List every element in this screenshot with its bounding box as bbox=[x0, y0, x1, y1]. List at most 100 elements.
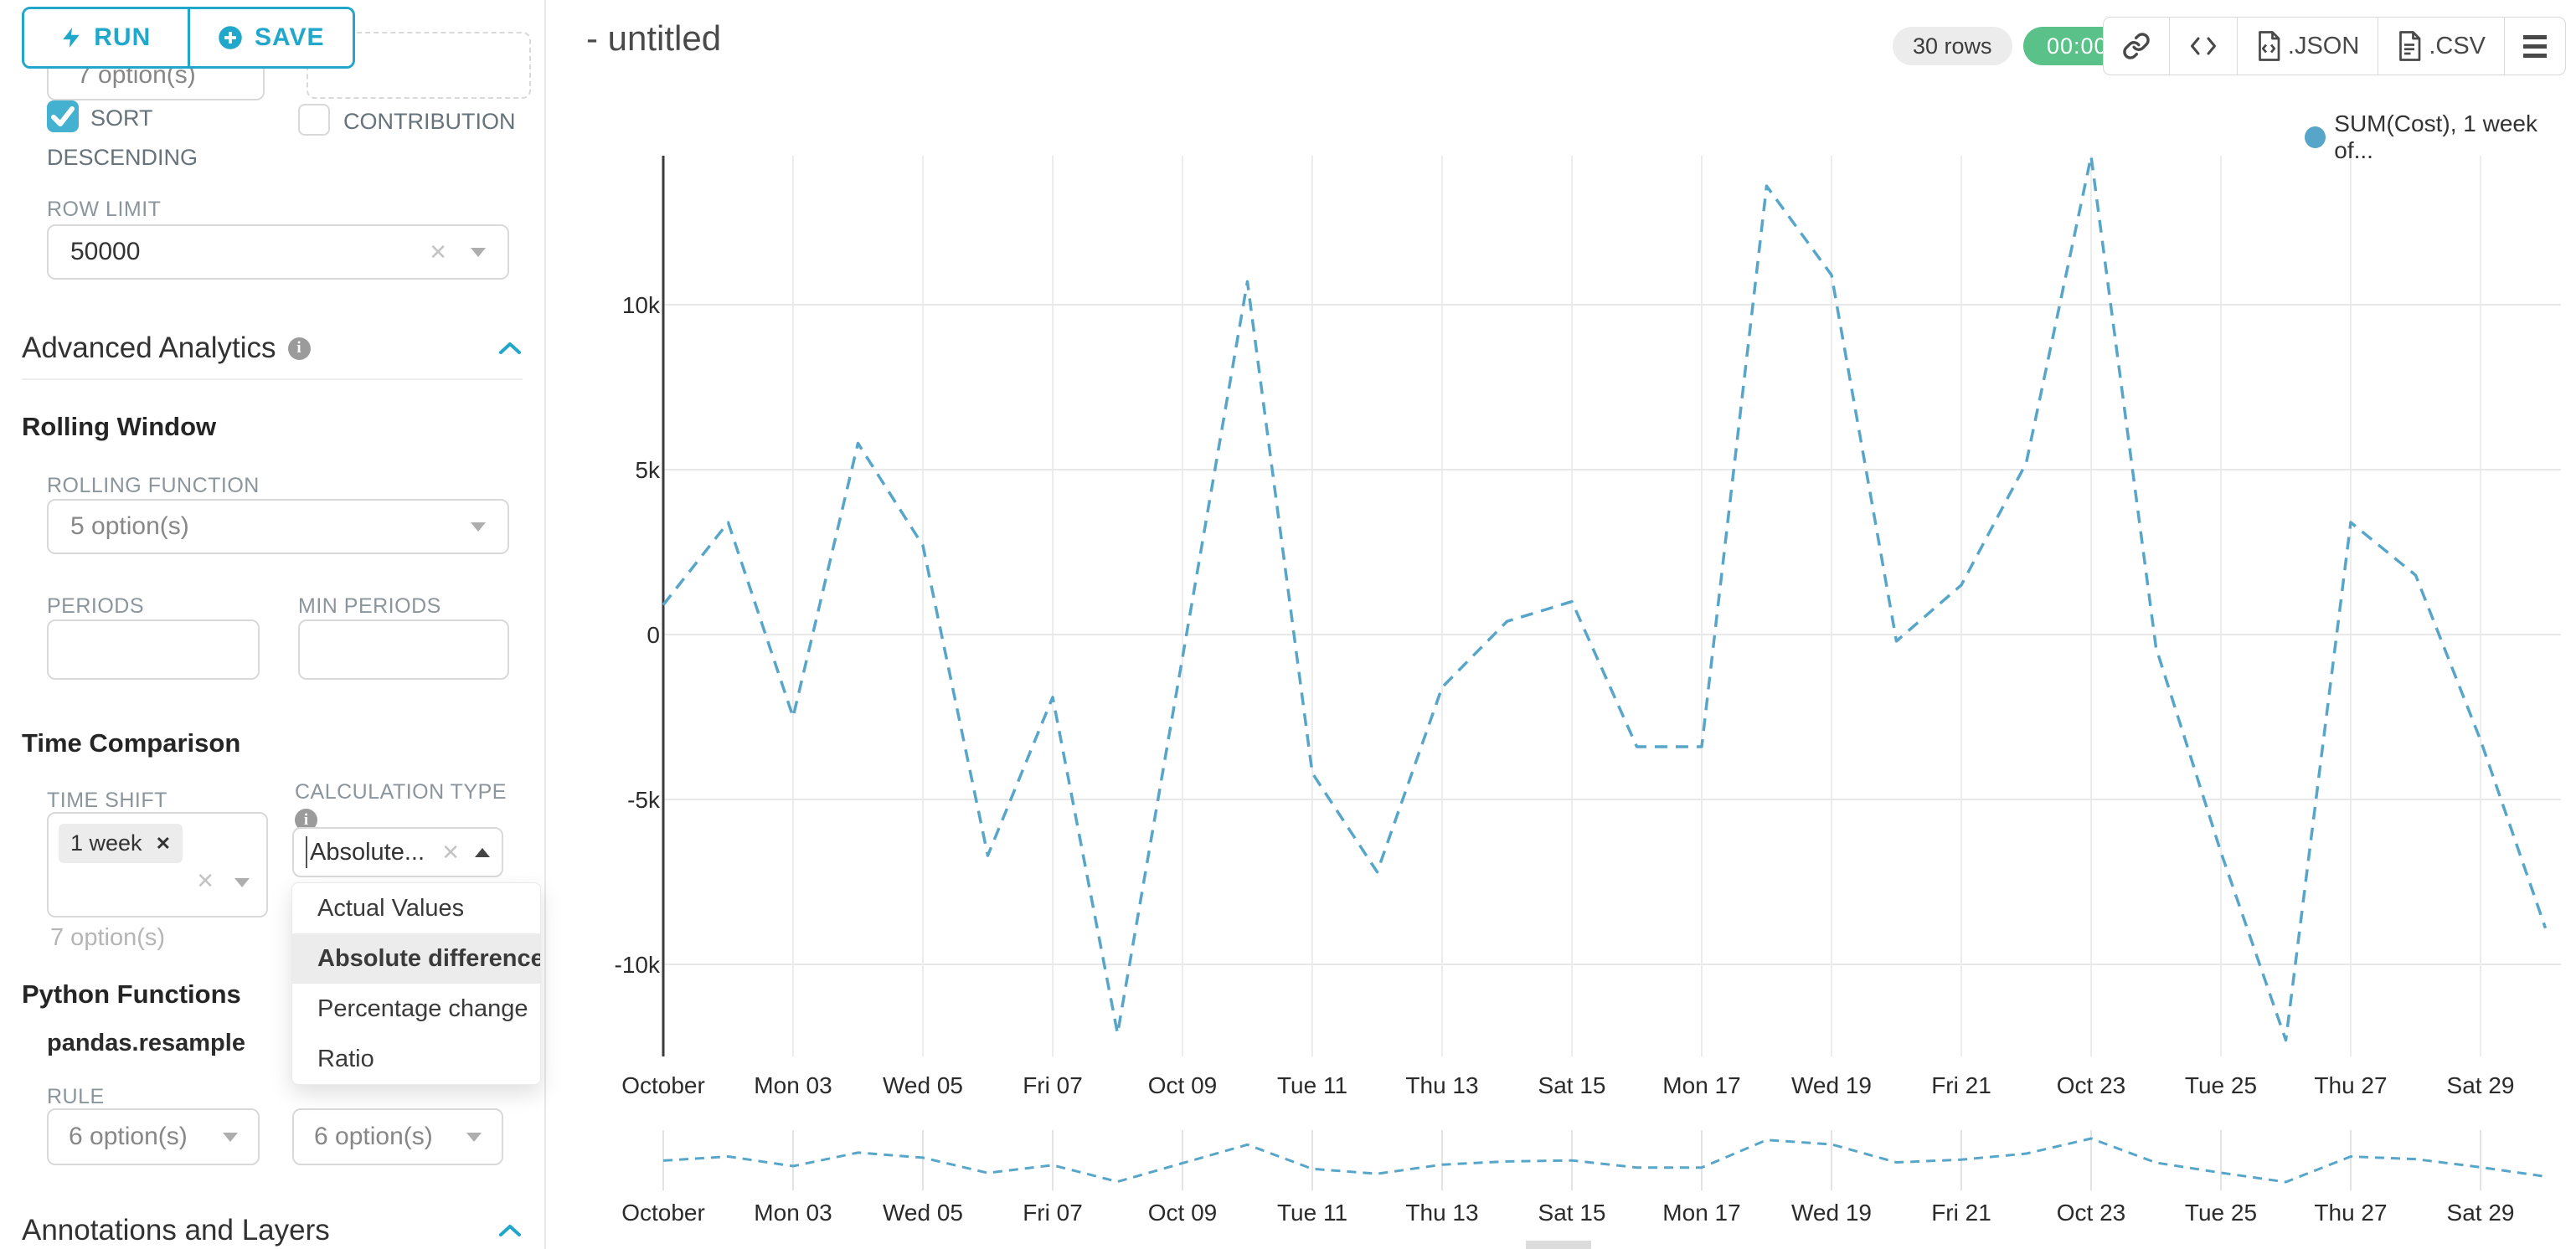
x-tick-label: Mon 03 bbox=[754, 1072, 832, 1098]
menu-item[interactable]: Ratio bbox=[317, 1046, 374, 1072]
menu-item[interactable]: Actual Values bbox=[317, 895, 465, 922]
file-text-icon bbox=[2399, 31, 2421, 61]
rolling-function-label: ROLLING FUNCTION bbox=[47, 474, 260, 497]
menu-item[interactable]: Percentage change bbox=[317, 995, 528, 1022]
x-tick-label: Thu 13 bbox=[1405, 1072, 1478, 1098]
clear-icon[interactable]: ✕ bbox=[441, 839, 460, 865]
annotations-title: Annotations and Layers bbox=[22, 1214, 330, 1246]
y-tick-label: -10k bbox=[615, 952, 661, 978]
rule-label: RULE bbox=[47, 1085, 105, 1108]
method-select-value: 6 option(s) bbox=[314, 1123, 433, 1150]
advanced-analytics-header: Advanced Analytics i bbox=[22, 332, 523, 365]
pandas-resample-label: pandas.resample bbox=[47, 1030, 245, 1056]
x-tick-label: Fri 07 bbox=[1023, 1072, 1083, 1098]
chart-legend[interactable]: SUM(Cost), 1 week of... bbox=[2305, 111, 2576, 164]
run-save-button-group: RUN SAVE bbox=[22, 7, 355, 69]
periods-label: PERIODS bbox=[47, 594, 145, 618]
y-tick-label: 5k bbox=[635, 457, 661, 483]
embed-code-button[interactable] bbox=[2168, 18, 2237, 75]
copy-link-button[interactable] bbox=[2104, 18, 2169, 75]
mini-x-tick-label: Thu 13 bbox=[1405, 1200, 1478, 1226]
chart-menu-button[interactable] bbox=[2504, 18, 2565, 75]
legend-series-label: SUM(Cost), 1 week of... bbox=[2334, 111, 2537, 163]
chevron-down-icon bbox=[471, 522, 486, 532]
rolling-function-select[interactable]: 5 option(s) bbox=[47, 499, 509, 554]
calculation-type-select[interactable]: Absolute... ✕ bbox=[292, 827, 503, 877]
row-limit-value: 50000 bbox=[70, 238, 141, 265]
x-tick-label: Tue 25 bbox=[2185, 1072, 2257, 1098]
time-shift-select[interactable]: 1 week ✕ ✕ bbox=[47, 812, 268, 917]
min-periods-input[interactable] bbox=[298, 619, 509, 680]
sort-descending-checkbox[interactable] bbox=[47, 100, 79, 132]
mini-chart-line bbox=[662, 1137, 2546, 1184]
chevron-up-icon bbox=[475, 847, 490, 857]
rolling-function-value: 5 option(s) bbox=[70, 512, 189, 540]
plus-circle-icon bbox=[219, 26, 242, 49]
mini-x-tick-label: Sat 15 bbox=[1538, 1200, 1606, 1226]
x-tick-label: Sat 15 bbox=[1538, 1072, 1606, 1098]
time-comparison-title: Time Comparison bbox=[22, 728, 241, 758]
chevron-down-icon bbox=[471, 247, 486, 257]
calculation-type-value: Absolute... bbox=[310, 838, 425, 866]
x-tick-label: Wed 05 bbox=[883, 1072, 963, 1098]
section-divider bbox=[22, 378, 523, 380]
x-tick-label: Thu 27 bbox=[2314, 1072, 2387, 1098]
code-icon bbox=[2190, 37, 2216, 55]
menu-item[interactable]: Absolute difference bbox=[292, 933, 540, 984]
mini-x-tick-label: Oct 09 bbox=[1148, 1200, 1217, 1226]
mini-x-tick-label: Mon 03 bbox=[754, 1200, 832, 1226]
row-limit-label: ROW LIMIT bbox=[47, 198, 162, 221]
legend-series-dot bbox=[2305, 126, 2326, 148]
hamburger-icon bbox=[2523, 34, 2547, 58]
check-icon bbox=[51, 106, 75, 126]
rule-select[interactable]: 6 option(s) bbox=[47, 1108, 260, 1165]
advanced-analytics-title: Advanced Analytics bbox=[22, 332, 276, 364]
lightning-icon bbox=[63, 28, 80, 48]
run-button[interactable]: RUN bbox=[24, 9, 190, 66]
chevron-down-icon bbox=[223, 1132, 238, 1142]
sort-descending-control: SORT DESCENDING bbox=[47, 100, 248, 179]
time-shift-tag: 1 week ✕ bbox=[59, 824, 183, 863]
x-tick-label: Sat 29 bbox=[2447, 1072, 2515, 1098]
mini-x-tick-label: Wed 19 bbox=[1791, 1200, 1872, 1226]
y-tick-label: 10k bbox=[622, 292, 661, 318]
export-csv-button[interactable]: .CSV bbox=[2378, 18, 2504, 75]
rows-count-badge: 30 rows bbox=[1893, 27, 2012, 65]
x-tick-label: Oct 23 bbox=[2057, 1072, 2125, 1098]
chevron-down-icon bbox=[234, 878, 250, 887]
run-button-label: RUN bbox=[94, 23, 152, 51]
contribution-checkbox[interactable] bbox=[298, 104, 330, 136]
row-limit-select[interactable]: 50000 ✕ bbox=[47, 224, 509, 280]
save-button[interactable]: SAVE bbox=[189, 9, 353, 66]
min-periods-label: MIN PERIODS bbox=[298, 594, 441, 618]
chevron-up-icon[interactable] bbox=[497, 341, 523, 356]
file-code-icon bbox=[2259, 31, 2280, 61]
method-select[interactable]: 6 option(s) bbox=[292, 1108, 503, 1165]
contribution-control: CONTRIBUTION bbox=[298, 104, 541, 143]
mini-x-tick-label: Wed 05 bbox=[883, 1200, 963, 1226]
mini-x-tick-label: Thu 27 bbox=[2314, 1200, 2387, 1226]
mini-x-tick-label: Oct 23 bbox=[2057, 1200, 2125, 1226]
y-tick-label: 0 bbox=[647, 622, 660, 648]
chart-title[interactable]: - untitled bbox=[586, 18, 722, 58]
mini-x-tick-label: Tue 11 bbox=[1277, 1200, 1347, 1226]
x-tick-label: Fri 21 bbox=[1931, 1072, 1991, 1098]
clear-icon[interactable]: ✕ bbox=[196, 868, 214, 893]
text-cursor bbox=[306, 836, 307, 868]
info-icon[interactable]: i bbox=[287, 337, 311, 360]
clear-icon[interactable]: ✕ bbox=[429, 239, 447, 265]
chart-actions-toolbar: .JSON .CSV bbox=[2102, 17, 2566, 75]
mini-x-tick-label: Sat 29 bbox=[2447, 1200, 2515, 1226]
periods-input[interactable] bbox=[47, 619, 260, 680]
time-shift-placeholder: 7 option(s) bbox=[50, 924, 166, 951]
horizontal-scrollbar-thumb[interactable] bbox=[1526, 1241, 1591, 1249]
export-json-button[interactable]: .JSON bbox=[2236, 18, 2378, 75]
y-tick-label: -5k bbox=[627, 787, 661, 813]
tag-close-icon[interactable]: ✕ bbox=[155, 832, 171, 854]
chevron-up-icon[interactable] bbox=[497, 1223, 523, 1238]
panel-divider bbox=[544, 0, 546, 1249]
time-shift-tag-label: 1 week bbox=[70, 830, 142, 856]
contribution-label: CONTRIBUTION bbox=[343, 109, 516, 134]
mini-x-tick-label: Mon 17 bbox=[1662, 1200, 1740, 1226]
